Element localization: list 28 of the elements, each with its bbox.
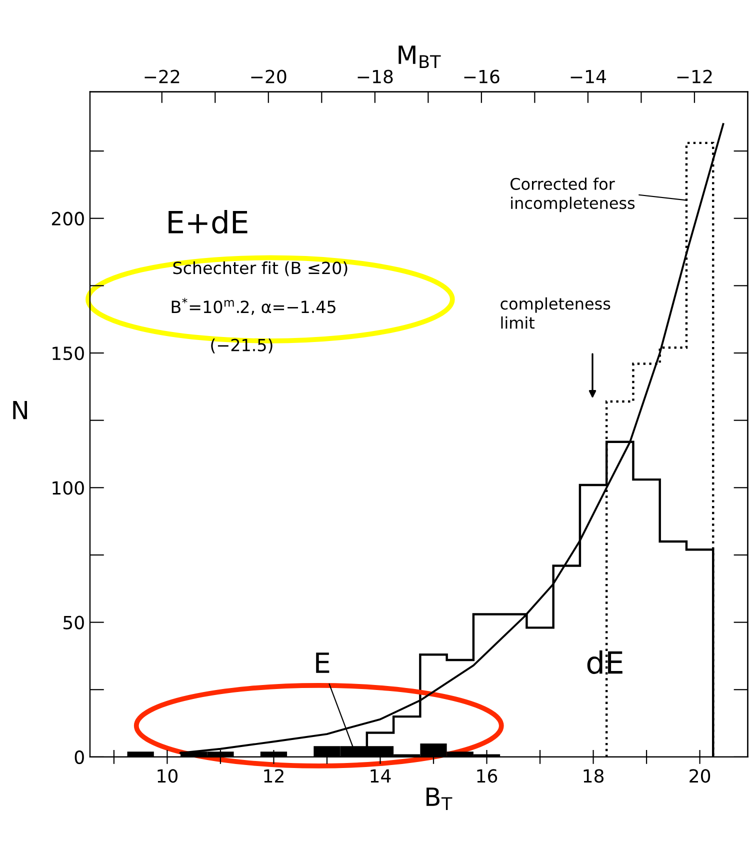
x-tick-label: 10 xyxy=(158,769,178,783)
y-tick-label: 0 xyxy=(74,750,84,764)
x-tick-label: 16 xyxy=(477,769,498,783)
x2-tick-label: −14 xyxy=(570,70,606,84)
x2-tick-label: −16 xyxy=(464,70,500,84)
x-tick-label: 18 xyxy=(584,769,604,783)
x-axis-title: B$_{T}$ xyxy=(426,788,452,810)
annotation: Schechter fit (B ≤20) xyxy=(173,261,348,276)
annotation: dE xyxy=(587,650,622,674)
x-tick-label: 12 xyxy=(264,769,284,782)
annotation: completeness limit xyxy=(500,297,610,329)
y-tick-label: 150 xyxy=(52,346,84,360)
x2-tick-label: −20 xyxy=(251,70,286,84)
x-tick-label: 20 xyxy=(690,769,710,783)
y-tick-label: 100 xyxy=(52,481,84,495)
annotation: Corrected for incompleteness xyxy=(510,178,635,212)
annotation: (−21.5) xyxy=(211,338,272,354)
annotation: E xyxy=(316,652,330,673)
y-axis-title: N xyxy=(13,400,27,420)
x-tick-label: 14 xyxy=(370,769,391,782)
y-tick-label: 50 xyxy=(64,616,84,630)
x2-tick-label: −22 xyxy=(144,70,180,84)
y-tick-label: 200 xyxy=(52,212,84,226)
x2-tick-label: −12 xyxy=(677,70,712,84)
annotation: B$^{*}$=10$^{m}$.2, α=−1.45 xyxy=(172,298,336,315)
x2-axis-title: M$_{BT}$ xyxy=(398,46,441,68)
annotation: E+dE xyxy=(168,210,248,234)
x2-tick-label: −18 xyxy=(358,70,393,84)
